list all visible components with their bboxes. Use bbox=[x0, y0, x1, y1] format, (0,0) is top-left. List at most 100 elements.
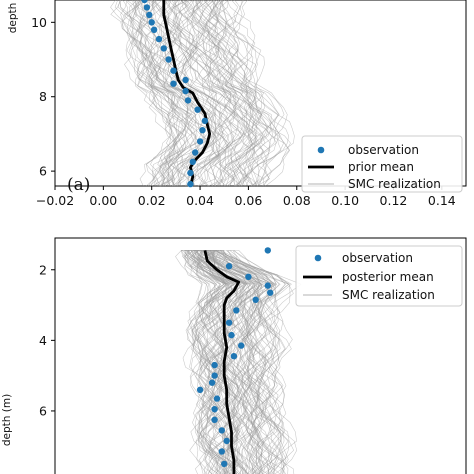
smc-realization-line bbox=[219, 0, 284, 187]
smc-realization-line bbox=[175, 250, 229, 474]
observation-point bbox=[221, 460, 228, 468]
legend-observation-marker bbox=[314, 254, 322, 262]
smc-realization-line bbox=[185, 0, 248, 187]
smc-realization-line bbox=[181, 0, 243, 187]
mean-line bbox=[203, 250, 241, 474]
observation-point bbox=[170, 80, 177, 87]
x-tick-label: −0.02 bbox=[36, 193, 74, 208]
smc-realization-line bbox=[193, 250, 228, 474]
observation-point bbox=[228, 331, 235, 339]
legend-mean-label: posterior mean bbox=[342, 270, 434, 284]
observation-point bbox=[233, 307, 240, 314]
observation-point bbox=[211, 406, 218, 413]
smc-realization-line bbox=[210, 250, 266, 474]
smc-realization-line bbox=[190, 250, 291, 474]
smc-realization-line bbox=[214, 250, 276, 474]
smc-realization-line bbox=[187, 0, 263, 187]
smc-realization-line bbox=[187, 250, 239, 474]
observation-point bbox=[189, 158, 196, 165]
smc-realization-line bbox=[174, 0, 248, 187]
mean-line bbox=[162, 0, 212, 187]
x-tick-label: 0.06 bbox=[234, 193, 262, 208]
legend-observation-marker bbox=[317, 146, 325, 154]
x-tick-label: 0.00 bbox=[89, 193, 117, 208]
x-tick-label: 0.10 bbox=[331, 193, 359, 208]
smc-realization-line bbox=[198, 0, 267, 187]
y-tick-label: 6 bbox=[39, 164, 47, 179]
y-tick-label: 6 bbox=[39, 403, 47, 418]
observation-point bbox=[218, 448, 225, 455]
observation-point bbox=[213, 395, 221, 402]
legend-observation-label: observation bbox=[342, 251, 413, 265]
observation-point bbox=[245, 273, 252, 280]
observation-point bbox=[223, 437, 230, 445]
smc-realization-line bbox=[190, 250, 245, 474]
smc-realization-line bbox=[201, 0, 270, 187]
panel-a-label: (a) bbox=[67, 175, 90, 195]
smc-realization-line bbox=[228, 250, 297, 474]
smc-realization-line bbox=[177, 0, 256, 187]
smc-realization-line bbox=[110, 0, 186, 187]
observation-point bbox=[211, 372, 218, 379]
x-tick-label: 0.02 bbox=[138, 193, 166, 208]
y-tick-label: 2 bbox=[39, 262, 47, 277]
legend-realization-label: SMC realization bbox=[342, 288, 435, 302]
smc-realization-line bbox=[125, 0, 181, 187]
observation-point bbox=[192, 149, 199, 156]
smc-realization-line bbox=[136, 0, 201, 187]
legend-mean-label: prior mean bbox=[348, 160, 414, 174]
smc-realization-line bbox=[122, 0, 196, 187]
observation-point bbox=[150, 26, 158, 33]
observation-point bbox=[194, 106, 201, 113]
panel-b-mean bbox=[203, 250, 241, 474]
smc-realization-line bbox=[184, 0, 253, 187]
x-tick-label: 0.08 bbox=[283, 193, 311, 208]
smc-realization-line bbox=[184, 250, 234, 474]
smc-realization-line bbox=[223, 0, 285, 187]
observation-point bbox=[182, 76, 189, 84]
panel-a-mean bbox=[162, 0, 212, 187]
smc-realization-line bbox=[182, 0, 254, 187]
smc-realization-line bbox=[127, 0, 177, 187]
observation-point bbox=[264, 247, 271, 254]
observation-point bbox=[264, 282, 271, 289]
smc-realization-line bbox=[221, 0, 282, 187]
panel-b-ylabel: depth (m) bbox=[1, 394, 13, 446]
smc-realization-line bbox=[232, 250, 290, 474]
panel-a: −0.02 0.00 0.02 0.04 0.06 0.08 0.10 0.12 0.14 6 8 1… bbox=[7, 0, 467, 208]
panel-a-ticks: −0.02 0.00 0.02 0.04 0.06 0.08 0.10 0.12 0.14 6 8 1… bbox=[31, 15, 456, 208]
panel-b-ticks: 2 4 6 bbox=[39, 262, 55, 418]
smc-realization-line bbox=[208, 0, 280, 187]
smc-realization-line bbox=[196, 250, 225, 474]
x-tick-label: 0.12 bbox=[380, 193, 408, 208]
smc-realization-line bbox=[136, 0, 191, 187]
panel-a-axes-frame bbox=[54, 0, 467, 187]
smc-realization-line bbox=[213, 250, 284, 474]
y-tick-label: 10 bbox=[31, 15, 47, 30]
observation-point bbox=[201, 117, 209, 125]
observation-point bbox=[230, 353, 238, 360]
smc-realization-line bbox=[183, 250, 231, 474]
smc-realization-line bbox=[204, 250, 287, 474]
smc-realization-line bbox=[182, 250, 238, 474]
smc-realization-line bbox=[185, 250, 235, 474]
observation-point bbox=[238, 342, 245, 349]
observation-point bbox=[211, 361, 218, 369]
observation-point bbox=[187, 169, 194, 177]
observation-point bbox=[148, 19, 155, 26]
observation-point bbox=[160, 45, 167, 52]
panel-a-observations bbox=[141, 0, 209, 188]
smc-realization-line bbox=[139, 0, 193, 187]
panel-b-legend: observation posterior mean SMC realizati… bbox=[295, 245, 463, 307]
smc-realization-line bbox=[197, 250, 267, 474]
smc-realization-line bbox=[197, 0, 277, 187]
smc-realization-line bbox=[195, 0, 272, 187]
observation-point bbox=[196, 138, 204, 145]
smc-realization-line bbox=[164, 0, 236, 187]
observation-point bbox=[170, 67, 177, 74]
observation-point bbox=[182, 87, 189, 95]
smc-realization-line bbox=[222, 250, 285, 474]
smc-realization-line bbox=[180, 0, 266, 187]
smc-realization-line bbox=[202, 250, 274, 474]
